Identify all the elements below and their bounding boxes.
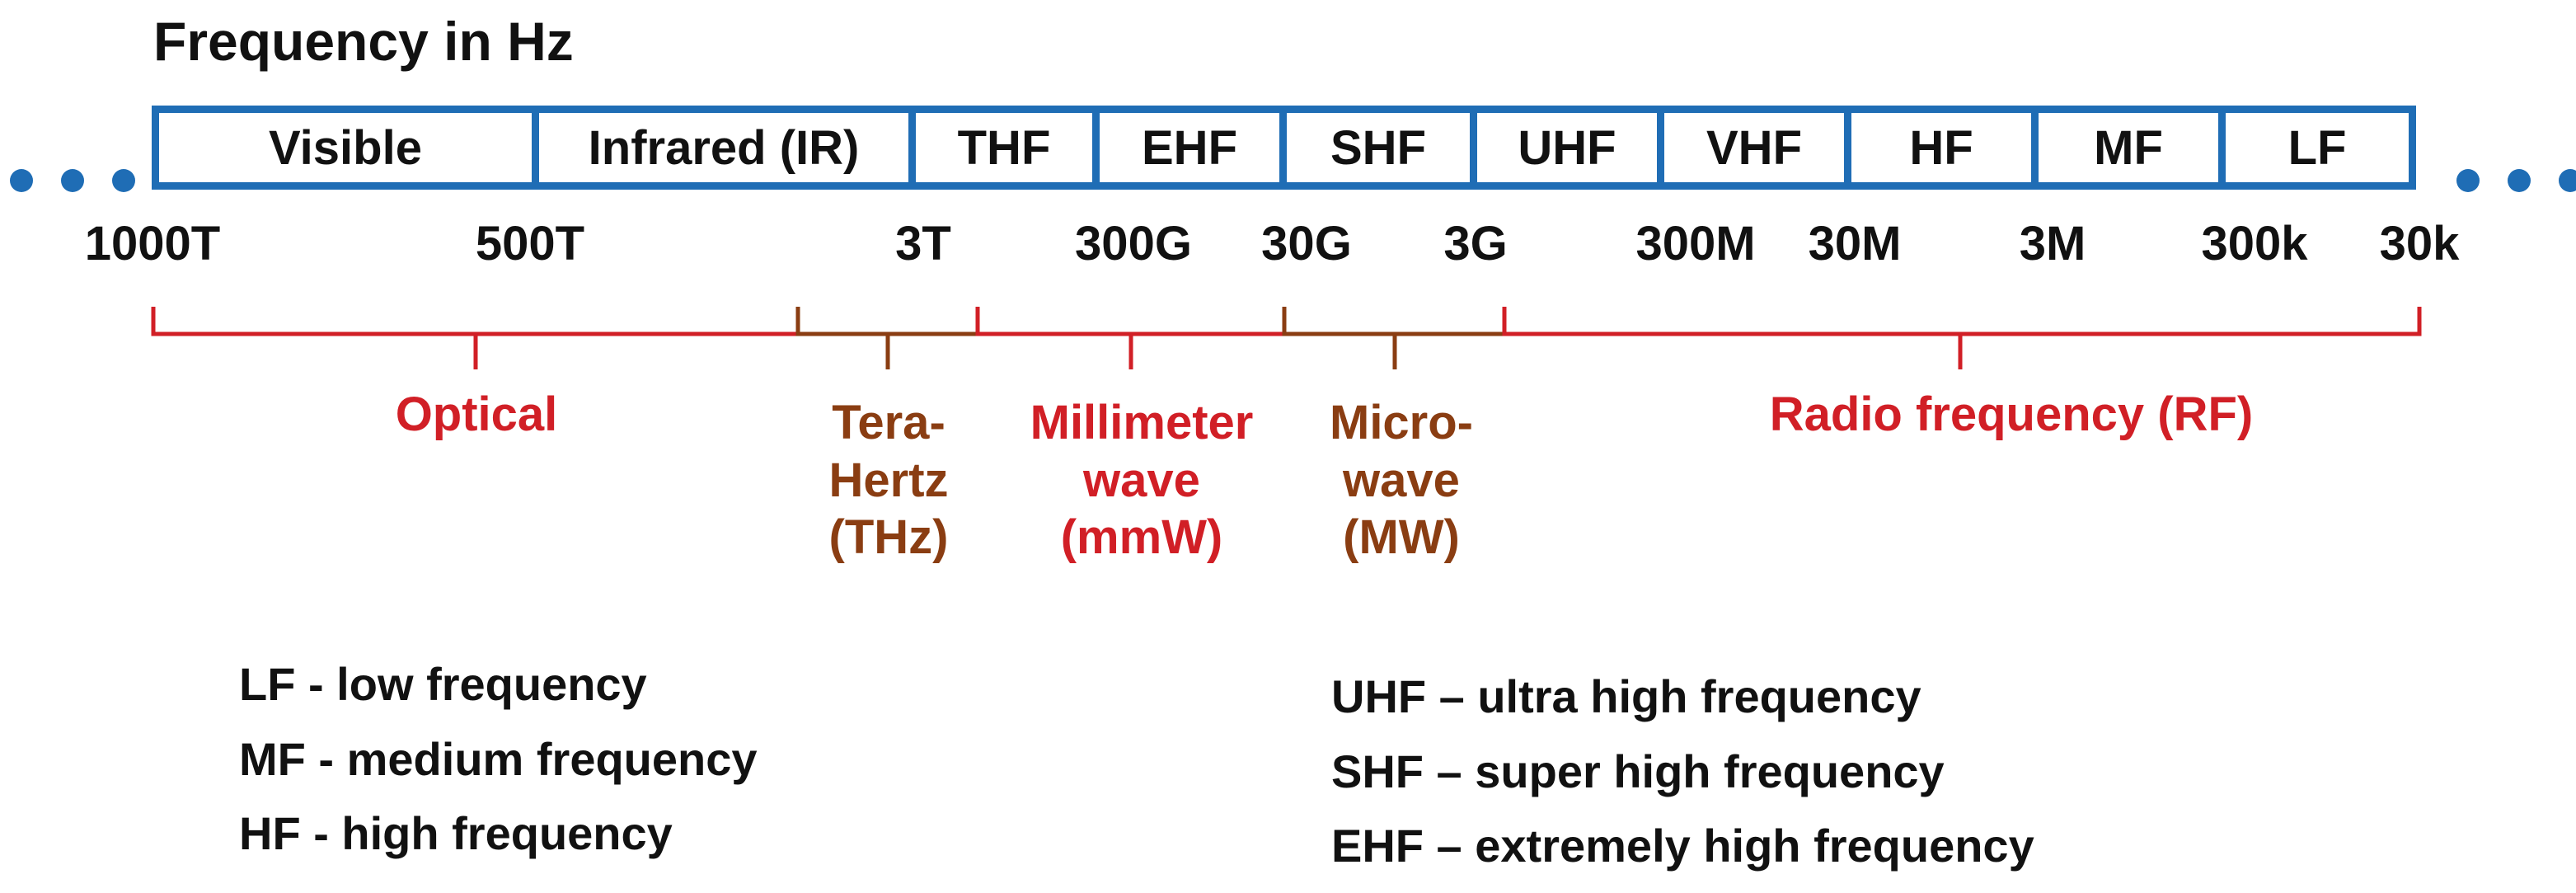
tick-label: 30M (1808, 217, 1902, 270)
region-line: (MW) (1343, 510, 1460, 565)
legend-left: LF - low frequency MF - medium frequency… (239, 647, 758, 872)
band-vhf: VHF (1657, 106, 1851, 190)
tick-label: 3G (1443, 217, 1508, 270)
dot-icon (2559, 169, 2576, 192)
region-line: wave (1343, 453, 1460, 507)
legend-right: UHF – ultra high frequency SHF – super h… (1331, 660, 2034, 884)
region-terahertz: Tera- Hertz (THz) (828, 394, 948, 566)
legend-item: EHF – extremely high frequency (1331, 820, 2034, 872)
band-ehf: EHF (1092, 106, 1287, 190)
region-line: Millimeter (1030, 396, 1254, 449)
brace-terahertz (795, 307, 980, 369)
dot-icon (2456, 169, 2480, 192)
dot-icon (61, 169, 84, 192)
region-optical: Optical (396, 386, 558, 444)
tick-label: 3M (2019, 217, 2086, 270)
band-lf: LF (2218, 106, 2416, 190)
dot-icon (112, 169, 135, 192)
left-continuation-dots (10, 169, 135, 192)
tick-label: 300G (1075, 217, 1192, 270)
tick-label: 500T (475, 217, 585, 270)
dot-icon (10, 169, 33, 192)
brace-radio-frequency (1502, 307, 2422, 369)
region-line: Radio frequency (RF) (1769, 388, 2254, 441)
legend-item: UHF – ultra high frequency (1331, 670, 1921, 722)
band-visible: Visible (152, 106, 539, 190)
region-line: Micro- (1330, 396, 1473, 449)
legend-item: LF - low frequency (239, 658, 647, 710)
region-line: (THz) (828, 510, 949, 565)
brace-optical (151, 307, 800, 369)
dot-icon (2508, 169, 2531, 192)
region-line: (mmW) (1060, 510, 1223, 565)
tick-label: 3T (895, 217, 951, 270)
tick-label: 300M (1635, 217, 1756, 270)
region-millimeter-wave: Millimeter wave (mmW) (1030, 394, 1254, 566)
tick-label: 1000T (84, 217, 221, 270)
band-mf: MF (2031, 106, 2226, 190)
diagram-title: Frequency in Hz (153, 11, 574, 72)
region-microwave: Micro- wave (MW) (1330, 394, 1473, 566)
right-continuation-dots (2456, 169, 2576, 192)
legend-item: HF - high frequency (239, 807, 673, 860)
tick-label: 30G (1261, 217, 1352, 270)
tick-label: 300k (2201, 217, 2308, 270)
legend-item: SHF – super high frequency (1331, 745, 1945, 797)
region-radio-frequency: Radio frequency (RF) (1770, 386, 2254, 444)
legend-item: MF - medium frequency (239, 732, 758, 785)
tick-label: 30k (2379, 217, 2460, 270)
region-line: Hertz (828, 453, 949, 507)
region-line: Tera- (832, 396, 945, 449)
region-line: Optical (395, 388, 558, 441)
region-line: wave (1083, 453, 1200, 507)
brace-millimeter-wave (975, 307, 1287, 369)
brace-microwave (1282, 307, 1507, 369)
band-hf: HF (1844, 106, 2039, 190)
